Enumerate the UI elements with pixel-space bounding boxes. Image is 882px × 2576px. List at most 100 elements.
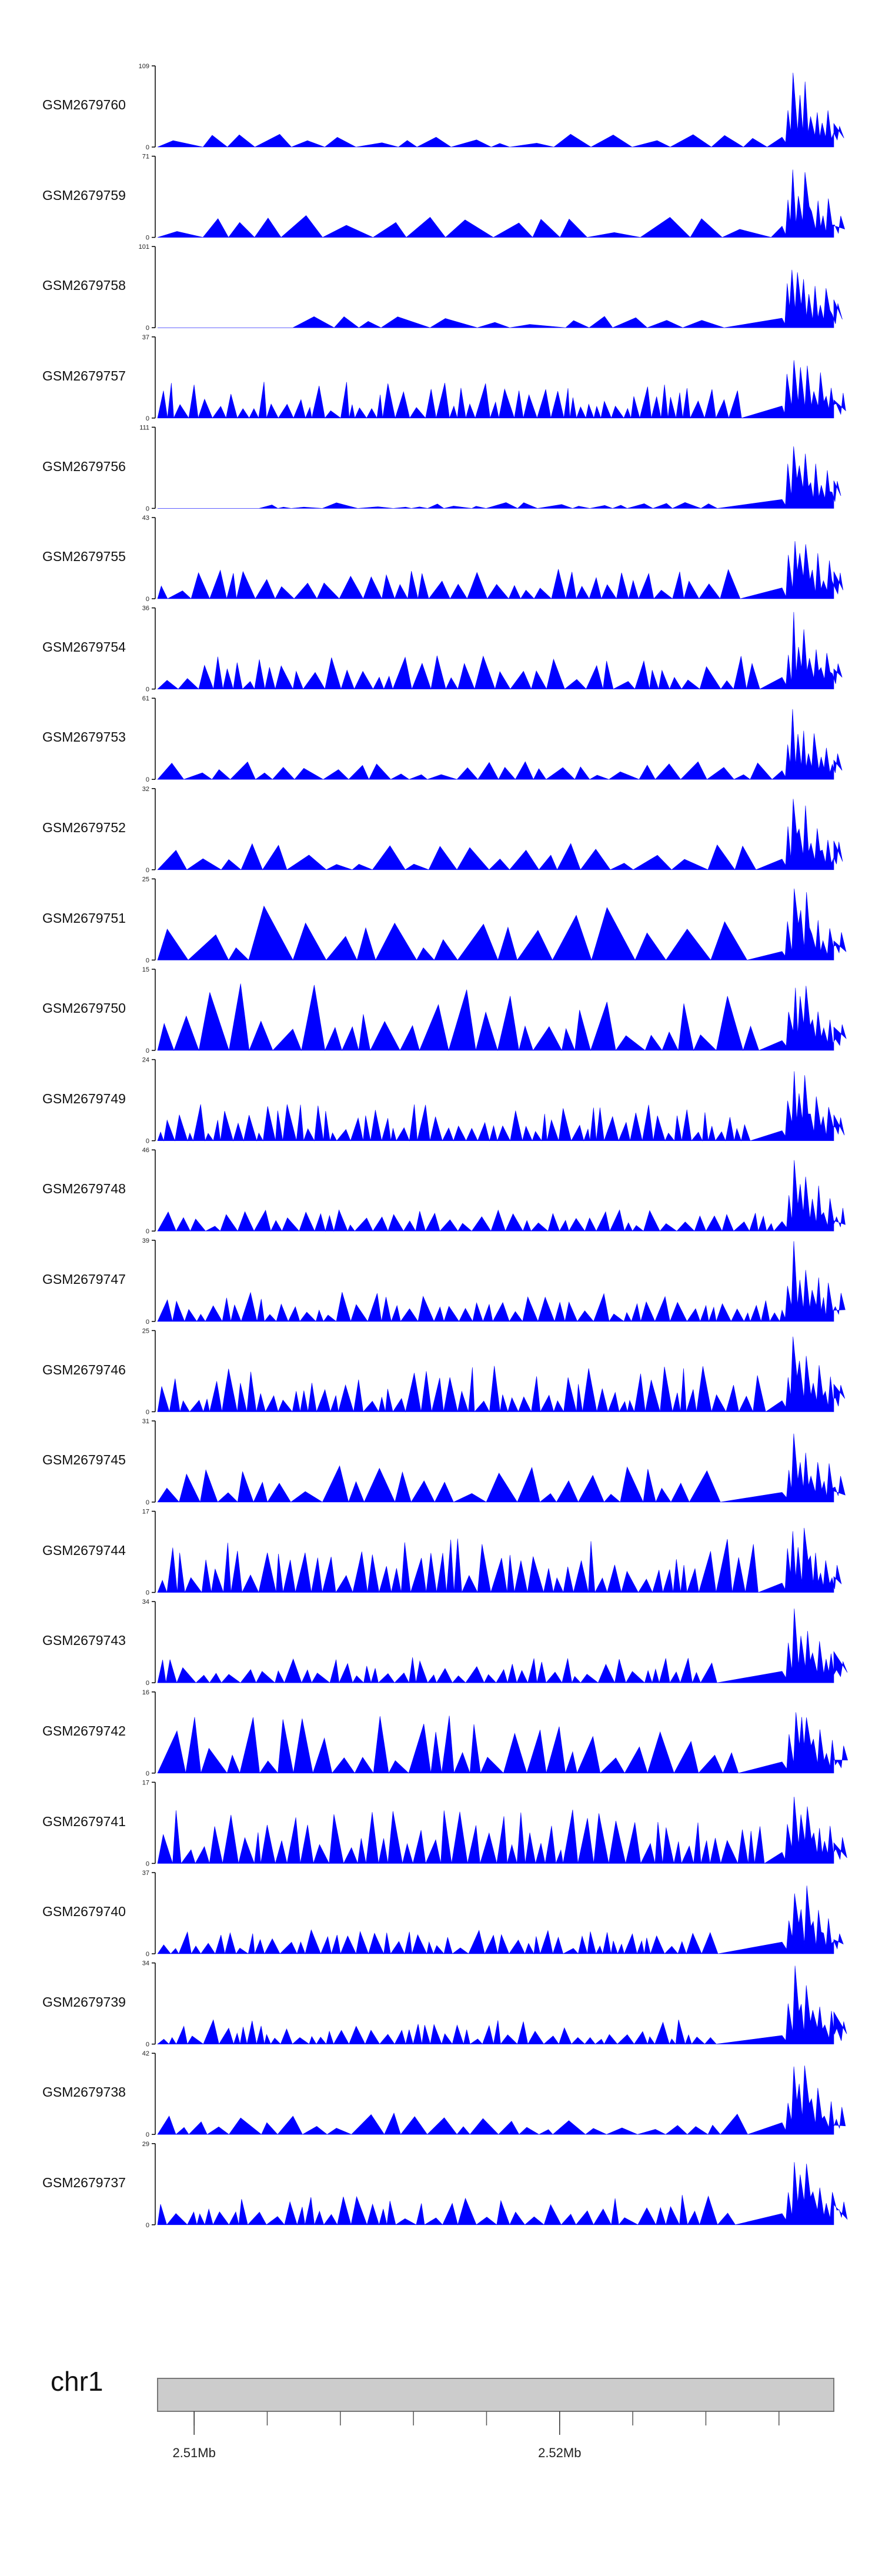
track-ymax-label: 36	[142, 605, 149, 612]
track-ymax-label: 43	[142, 515, 149, 522]
track-label: GSM2679742	[42, 1723, 126, 1739]
coverage-area	[157, 1071, 845, 1142]
track-label: GSM2679739	[42, 1994, 126, 2010]
track-ymax-label: 39	[142, 1237, 149, 1244]
track-ymax-label: 25	[142, 1327, 149, 1334]
track-label: GSM2679755	[42, 549, 126, 565]
track-label: GSM2679743	[42, 1633, 126, 1649]
track-ymax-label: 29	[142, 2141, 149, 2148]
track-ymin-label: 0	[146, 1499, 149, 1506]
track-ymax-label: 34	[142, 1960, 149, 1967]
track-ymin-label: 0	[146, 1590, 149, 1597]
track-ymax-label: 101	[139, 243, 149, 251]
track-ymin-label: 0	[146, 957, 149, 964]
track-label: GSM2679738	[42, 2084, 126, 2100]
track-label: GSM2679753	[42, 729, 126, 745]
track-ymin-label: 0	[146, 2131, 149, 2138]
track-ymin-label: 0	[146, 686, 149, 693]
track-label: GSM2679750	[42, 1000, 126, 1016]
track-ymin-label: 0	[146, 1860, 149, 1867]
coverage-area	[157, 1160, 846, 1232]
track-ymax-label: 25	[142, 876, 149, 883]
track-label: GSM2679754	[42, 639, 126, 655]
genome-tick-label: 2.52Mb	[538, 2445, 581, 2460]
track-ymax-label: 24	[142, 1057, 149, 1064]
track-ymin-label: 0	[146, 1228, 149, 1235]
track-ymax-label: 32	[142, 786, 149, 793]
track-label: GSM2679740	[42, 1904, 126, 1920]
track-ymax-label: 111	[139, 424, 149, 431]
track-ymin-label: 0	[146, 867, 149, 874]
chromosome-band	[157, 2378, 834, 2412]
coverage-area	[158, 446, 841, 509]
genome-tick-label: 2.51Mb	[172, 2445, 215, 2460]
coverage-area	[157, 709, 843, 780]
track-ymin-label: 0	[146, 1951, 149, 1958]
track-ymax-label: 16	[142, 1689, 149, 1696]
coverage-area	[157, 1886, 844, 1955]
coverage-area	[157, 1609, 848, 1684]
coverage-area	[157, 1433, 846, 1503]
coverage-area	[157, 888, 847, 961]
track-ymin-label: 0	[146, 1138, 149, 1145]
track-ymin-label: 0	[146, 235, 149, 242]
track-ymax-label: 15	[142, 966, 149, 973]
track-label: GSM2679745	[42, 1452, 126, 1468]
track-ymax-label: 17	[142, 1779, 149, 1786]
track-label: GSM2679758	[42, 278, 126, 293]
track-label: GSM2679752	[42, 820, 126, 836]
track-label: GSM2679746	[42, 1362, 126, 1377]
track-ymin-label: 0	[146, 1047, 149, 1055]
track-label: GSM2679741	[42, 1813, 126, 1829]
track-ymax-label: 61	[142, 695, 149, 702]
track-ymin-label: 0	[146, 144, 149, 151]
genome-axis: 2.51Mb 2.52Mb	[157, 2378, 834, 2460]
track-label: GSM2679737	[42, 2175, 126, 2191]
coverage-area	[157, 541, 844, 600]
coverage-area	[157, 1966, 847, 2045]
track-label: GSM2679760	[42, 97, 126, 113]
track-ymax-label: 37	[142, 334, 149, 341]
track-label: GSM2679757	[42, 368, 126, 384]
track-ymax-label: 71	[142, 154, 149, 161]
track-ymin-label: 0	[146, 2222, 149, 2229]
track-ymax-label: 31	[142, 1418, 149, 1425]
track-ymin-label: 0	[146, 505, 149, 512]
coverage-area	[157, 1712, 848, 1774]
track-label: GSM2679748	[42, 1181, 126, 1197]
track-label: GSM2679749	[42, 1090, 126, 1106]
track-label: GSM2679759	[42, 187, 126, 203]
track-ymin-label: 0	[146, 1409, 149, 1416]
track-ymin-label: 0	[146, 1770, 149, 1777]
coverage-area	[157, 1797, 847, 1864]
track-label: GSM2679744	[42, 1542, 126, 1558]
track-ymax-label: 34	[142, 1599, 149, 1606]
coverage-area	[157, 72, 844, 148]
track-ymax-label: 42	[142, 2050, 149, 2057]
track-ymin-label: 0	[146, 325, 149, 332]
coverage-area	[157, 1336, 846, 1413]
track-label: GSM2679747	[42, 1272, 126, 1287]
track-ymax-label: 17	[142, 1509, 149, 1516]
coverage-area	[157, 2066, 846, 2135]
coverage-area	[157, 2162, 848, 2225]
coverage-area	[157, 612, 843, 690]
coverage-area	[157, 360, 846, 419]
coverage-area	[157, 1241, 846, 1322]
track-label: GSM2679751	[42, 910, 126, 926]
coverage-area	[158, 269, 843, 328]
chromosome-label: chr1	[51, 2366, 103, 2397]
track-ymin-label: 0	[146, 1319, 149, 1326]
coverage-area	[157, 169, 846, 238]
track-ymax-label: 46	[142, 1147, 149, 1154]
track-ymin-label: 0	[146, 2041, 149, 2048]
track-ymin-label: 0	[146, 776, 149, 783]
track-ymin-label: 0	[146, 596, 149, 603]
coverage-tracks: 1090710101037011104303606103202501502404…	[139, 63, 848, 2229]
track-ymin-label: 0	[146, 1680, 149, 1687]
coverage-area	[157, 799, 843, 870]
track-ymax-label: 109	[139, 63, 149, 70]
coverage-area	[157, 1527, 842, 1593]
track-ymax-label: 37	[142, 1870, 149, 1877]
track-label: GSM2679756	[42, 458, 126, 474]
